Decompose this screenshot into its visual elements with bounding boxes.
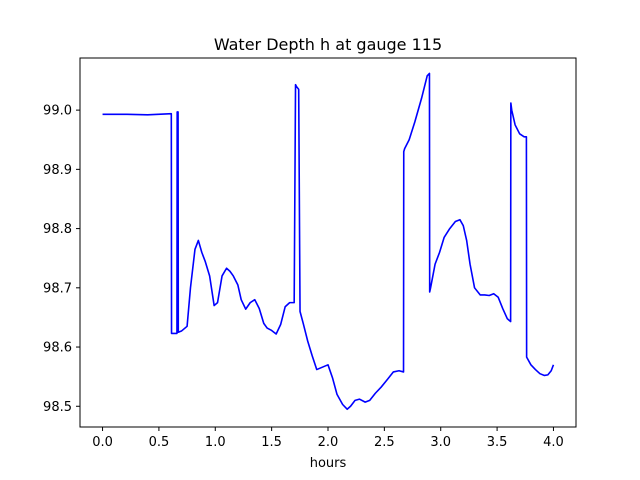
y-tick-label: 98.6: [43, 341, 72, 356]
x-tick-label: 1.5: [261, 435, 282, 450]
x-tick-label: 4.0: [543, 435, 564, 450]
y-tick-label: 98.9: [43, 163, 72, 178]
x-axis-label: hours: [310, 456, 347, 471]
x-tick-label: 1.0: [205, 435, 226, 450]
y-tick-label: 98.5: [43, 400, 72, 415]
x-tick-label: 2.0: [318, 435, 339, 450]
x-tick-label: 3.5: [487, 435, 508, 450]
y-tick-label: 98.8: [43, 222, 72, 237]
y-tick-label: 98.7: [43, 281, 72, 296]
x-tick-label: 0.5: [149, 435, 170, 450]
y-tick-label: 99.0: [43, 104, 72, 119]
plot-content: [102, 72, 555, 411]
series-line-0: [102, 72, 555, 411]
x-tick-label: 3.0: [430, 435, 451, 450]
x-axis-ticks: 0.0 0.5 1.0 1.5 2.0 2.5 3.0 3.5 4.0: [92, 427, 564, 450]
x-tick-label: 2.5: [374, 435, 395, 450]
x-tick-label: 0.0: [92, 435, 113, 450]
y-axis-ticks: 98.5 98.6 98.7 98.8 98.9 99.0: [43, 104, 80, 415]
chart-title: Water Depth h at gauge 115: [214, 35, 442, 54]
